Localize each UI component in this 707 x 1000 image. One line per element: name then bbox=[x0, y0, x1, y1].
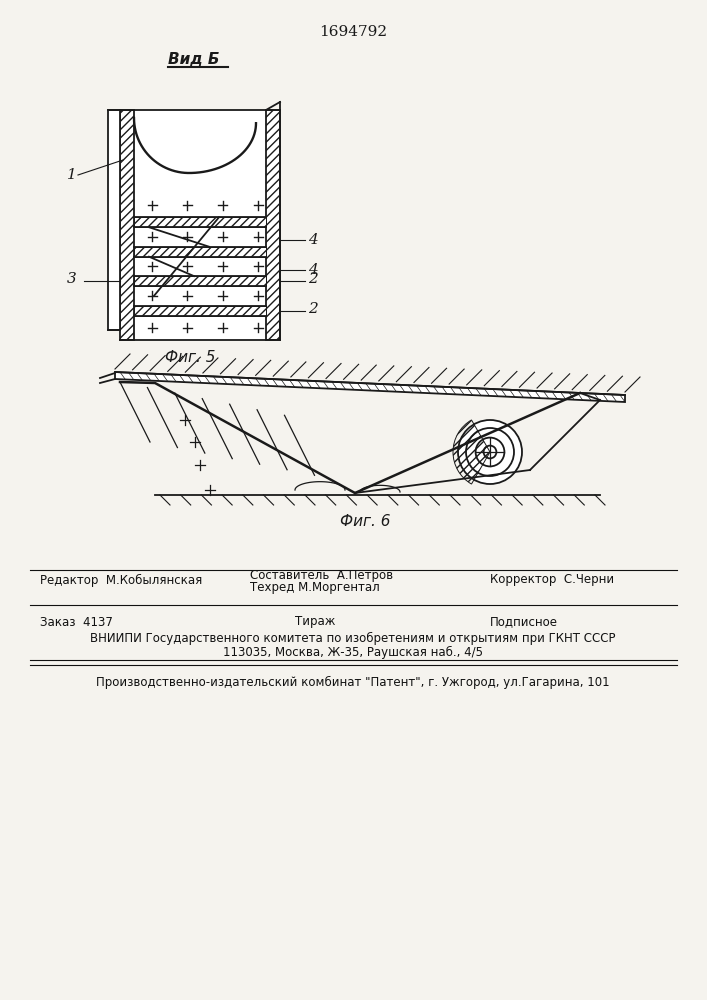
Text: Составитель  А.Петров: Составитель А.Петров bbox=[250, 568, 393, 582]
Bar bbox=[266, 110, 280, 340]
Text: 113035, Москва, Ж-35, Раушская наб., 4/5: 113035, Москва, Ж-35, Раушская наб., 4/5 bbox=[223, 645, 483, 659]
Text: Тираж: Тираж bbox=[295, 615, 335, 629]
Bar bbox=[134, 217, 266, 227]
Text: Вид Б: Вид Б bbox=[168, 52, 219, 68]
Text: Фиг. 6: Фиг. 6 bbox=[340, 514, 390, 530]
Text: Техред М.Моргентал: Техред М.Моргентал bbox=[250, 580, 380, 593]
Text: Редактор  М.Кобылянская: Редактор М.Кобылянская bbox=[40, 573, 202, 587]
Circle shape bbox=[458, 420, 522, 484]
Bar bbox=[120, 110, 134, 340]
Text: 2: 2 bbox=[308, 272, 317, 286]
Bar bbox=[134, 276, 266, 286]
Text: 4: 4 bbox=[308, 233, 317, 247]
Text: 4: 4 bbox=[308, 263, 317, 277]
Bar bbox=[134, 110, 266, 340]
Bar bbox=[108, 110, 120, 330]
Text: Корректор  С.Черни: Корректор С.Черни bbox=[490, 574, 614, 586]
Text: 1694792: 1694792 bbox=[319, 25, 387, 39]
Text: Производственно-издательский комбинат "Патент", г. Ужгород, ул.Гагарина, 101: Производственно-издательский комбинат "П… bbox=[96, 675, 610, 689]
Text: Фиг. 5: Фиг. 5 bbox=[165, 351, 215, 365]
Text: 2: 2 bbox=[308, 302, 317, 316]
Polygon shape bbox=[115, 372, 625, 402]
Text: Подписное: Подписное bbox=[490, 615, 558, 629]
Text: 1: 1 bbox=[67, 168, 77, 182]
Bar bbox=[134, 306, 266, 316]
Bar bbox=[134, 247, 266, 257]
Text: 3: 3 bbox=[67, 272, 77, 286]
Text: Заказ  4137: Заказ 4137 bbox=[40, 615, 113, 629]
Text: ВНИИПИ Государственного комитета по изобретениям и открытиям при ГКНТ СССР: ВНИИПИ Государственного комитета по изоб… bbox=[90, 631, 616, 645]
